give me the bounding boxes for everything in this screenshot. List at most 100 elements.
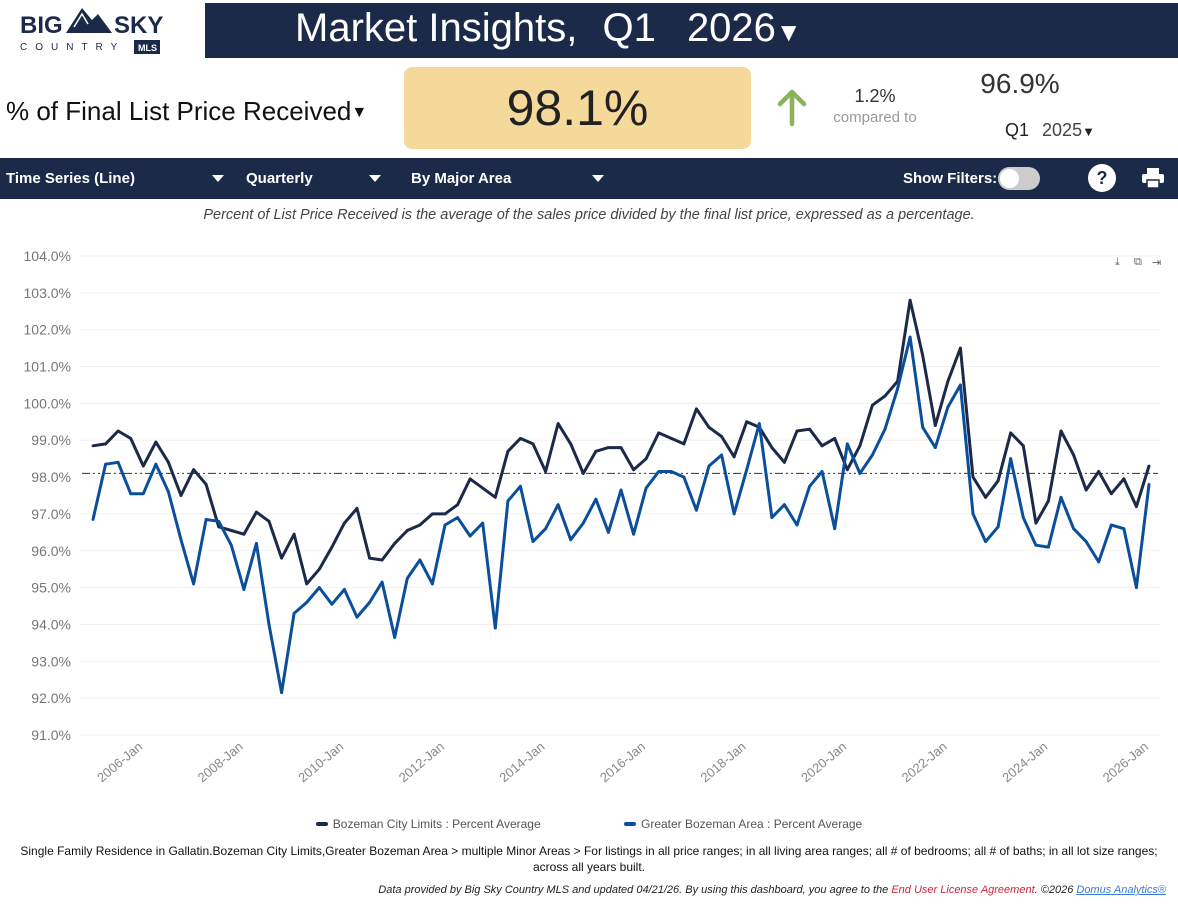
data-point xyxy=(104,462,107,466)
data-point xyxy=(1021,444,1025,448)
data-point xyxy=(795,523,799,527)
data-point xyxy=(1047,545,1050,549)
big-sky-country-mls-logo: BIG SKY COUNTRY MLS xyxy=(0,0,205,58)
year-select[interactable]: 2026▼ xyxy=(687,6,802,50)
data-point xyxy=(343,521,346,525)
grouping-label: By Major Area xyxy=(411,170,512,187)
data-point xyxy=(732,455,736,459)
change-value: 1.2% xyxy=(854,86,896,106)
data-point xyxy=(569,538,573,542)
legend-item-bozeman-city[interactable]: Bozeman City Limits : Percent Average xyxy=(315,817,541,831)
data-point xyxy=(581,471,585,475)
data-point xyxy=(682,442,686,446)
data-point xyxy=(104,442,107,446)
data-point xyxy=(1059,495,1063,499)
line-chart: 91.0% 92.0% 93.0% 94.0% 95.0% 96.0% 97.0% 98.0%… xyxy=(24,248,1160,785)
data-point xyxy=(959,346,962,350)
data-point xyxy=(179,538,183,542)
data-point xyxy=(380,558,384,562)
data-point xyxy=(292,532,296,536)
print-icon[interactable] xyxy=(1141,167,1165,194)
y-tick-label: 92.0% xyxy=(31,690,71,706)
data-point xyxy=(368,600,371,604)
copy-icon[interactable]: ⧉ xyxy=(1134,256,1142,268)
data-point xyxy=(280,556,283,560)
data-point xyxy=(506,499,510,503)
data-point xyxy=(581,521,585,525)
source-text: Data provided by Big Sky Country MLS and… xyxy=(378,884,892,896)
data-point xyxy=(556,422,560,426)
data-point xyxy=(1097,470,1101,473)
data-point xyxy=(481,521,485,525)
data-point xyxy=(644,457,648,461)
y-tick-label: 99.0% xyxy=(31,432,71,448)
data-point xyxy=(669,436,673,440)
data-point xyxy=(292,612,296,615)
metric-label: % of Final List Price Received xyxy=(6,96,352,126)
series-line-greater-bozeman xyxy=(91,335,1151,695)
show-filters-toggle[interactable] xyxy=(998,167,1040,190)
data-point xyxy=(871,403,874,407)
arrow-up-icon xyxy=(776,88,808,133)
eula-link[interactable]: End User License Agreement xyxy=(891,884,1035,896)
data-point xyxy=(493,626,497,630)
metric-select[interactable]: % of Final List Price Received▼ xyxy=(6,96,367,127)
compare-period-select[interactable]: Q1 2025▼ xyxy=(1005,120,1095,141)
data-point xyxy=(116,429,120,433)
data-point xyxy=(1059,429,1063,433)
data-point xyxy=(695,407,698,411)
data-point xyxy=(229,529,233,532)
compare-quarter: Q1 xyxy=(1005,120,1030,140)
y-tick-label: 103.0% xyxy=(24,285,71,301)
y-tick-label: 104.0% xyxy=(24,248,71,264)
y-tick-label: 94.0% xyxy=(31,616,71,632)
svg-text:SKY: SKY xyxy=(114,12,163,39)
legend-label: Greater Bozeman Area : Percent Average xyxy=(640,817,863,831)
data-point xyxy=(707,425,711,429)
data-point xyxy=(959,383,962,387)
data-point xyxy=(757,422,761,426)
data-point xyxy=(619,446,623,449)
data-point xyxy=(933,424,937,427)
y-tick-label: 93.0% xyxy=(31,653,71,669)
export-icon[interactable]: ⇥ xyxy=(1152,257,1162,269)
data-point xyxy=(330,602,334,606)
legend-swatch xyxy=(315,822,328,826)
data-point xyxy=(1009,457,1013,461)
year-value: 2026 xyxy=(686,6,776,50)
data-point xyxy=(619,488,623,492)
data-point xyxy=(984,495,987,499)
data-point xyxy=(556,503,560,507)
data-point xyxy=(544,470,547,473)
data-point xyxy=(368,556,371,560)
data-point xyxy=(921,354,925,357)
quarter-select[interactable]: Q1 xyxy=(602,6,655,50)
data-point xyxy=(732,512,736,516)
data-point xyxy=(255,542,258,545)
data-point xyxy=(443,523,447,527)
data-point xyxy=(129,436,133,440)
data-point xyxy=(1109,492,1113,496)
data-point xyxy=(1135,586,1138,590)
data-point xyxy=(519,436,522,440)
chart-type-label: Time Series (Line) xyxy=(6,170,135,187)
data-point xyxy=(833,527,837,531)
data-point xyxy=(808,427,811,431)
help-icon[interactable]: ? xyxy=(1088,164,1116,192)
data-point xyxy=(946,405,950,409)
data-point xyxy=(1084,488,1088,492)
download-icon[interactable]: ⤓ xyxy=(1115,256,1120,268)
data-point xyxy=(343,588,346,591)
data-point xyxy=(908,335,912,339)
filter-summary: Single Family Residence in Gallatin.Boze… xyxy=(20,844,1158,874)
domus-link[interactable]: Domus Analytics® xyxy=(1076,884,1166,896)
data-point xyxy=(984,540,987,543)
data-point xyxy=(770,446,774,449)
data-point xyxy=(657,470,661,473)
legend-item-greater-bozeman[interactable]: Greater Bozeman Area : Percent Average xyxy=(623,817,863,831)
data-point xyxy=(91,518,95,521)
legend-swatch xyxy=(623,822,636,826)
data-point xyxy=(1047,499,1050,503)
data-point xyxy=(154,462,158,466)
data-point xyxy=(707,464,711,468)
